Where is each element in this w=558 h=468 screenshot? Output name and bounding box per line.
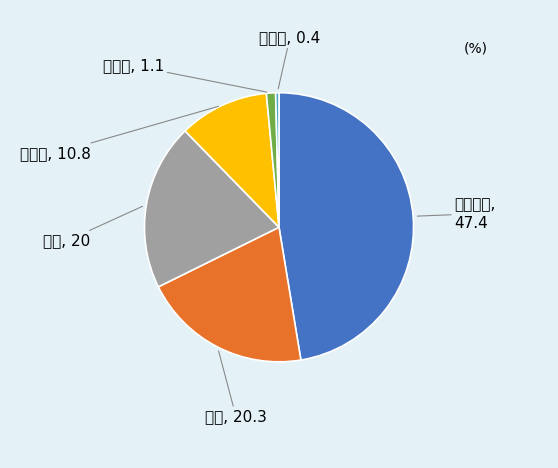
Text: (%): (%) <box>464 42 488 56</box>
Wedge shape <box>158 227 301 362</box>
Text: その他, 0.4: その他, 0.4 <box>259 30 320 88</box>
Wedge shape <box>145 131 279 287</box>
Text: 石炭, 20.3: 石炭, 20.3 <box>205 351 267 424</box>
Text: 太陽光, 1.1: 太陽光, 1.1 <box>103 58 267 92</box>
Text: 風力, 20: 風力, 20 <box>44 206 143 248</box>
Wedge shape <box>266 93 279 227</box>
Wedge shape <box>276 93 279 227</box>
Text: 天然ガス,
47.4: 天然ガス, 47.4 <box>417 197 496 231</box>
Text: 原子力, 10.8: 原子力, 10.8 <box>20 106 219 161</box>
Wedge shape <box>279 93 413 360</box>
Wedge shape <box>185 93 279 227</box>
